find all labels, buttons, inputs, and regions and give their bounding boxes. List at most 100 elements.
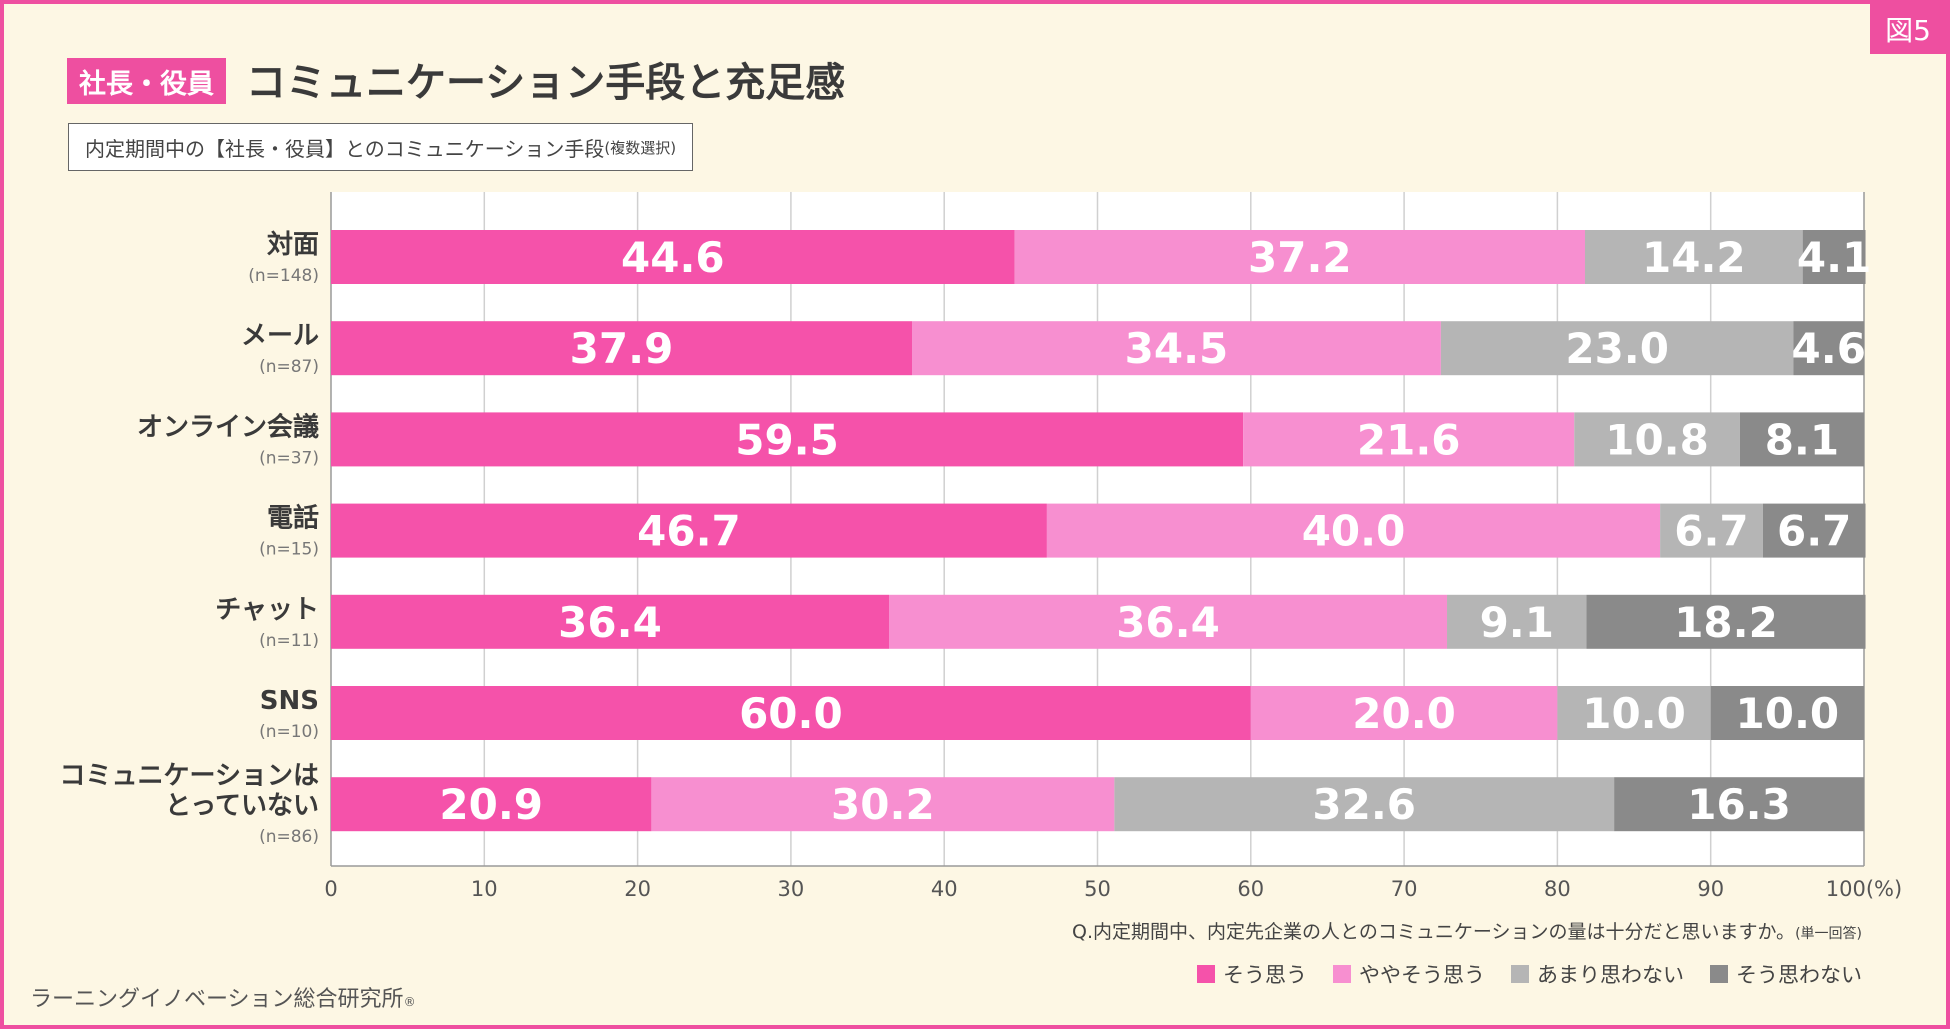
data-label: 37.9 bbox=[570, 324, 674, 373]
data-label: 30.2 bbox=[831, 780, 935, 829]
data-label: 59.5 bbox=[735, 415, 839, 464]
chart-title: コミュニケーション手段と充足感 bbox=[246, 60, 846, 106]
bar-segment bbox=[331, 686, 1251, 740]
bar-segment bbox=[1046, 503, 1661, 558]
data-label: 18.2 bbox=[1674, 598, 1778, 647]
chart-legend: そう思う ややそう思う あまり思わない そう思わない bbox=[1197, 959, 1862, 989]
subtitle-note: (複数選択) bbox=[604, 138, 677, 157]
data-label: 20.0 bbox=[1352, 689, 1456, 738]
chart-subtitle: 内定期間中の【社長・役員】とのコミュニケーション手段 (複数選択) bbox=[68, 123, 694, 171]
x-tick-label: 90 bbox=[1697, 877, 1724, 901]
x-tick-label: 70 bbox=[1391, 877, 1418, 901]
data-label: 9.1 bbox=[1480, 598, 1554, 647]
bar-segment bbox=[1762, 503, 1866, 558]
category-label: とっていない bbox=[165, 791, 319, 821]
data-label: 20.9 bbox=[439, 780, 543, 829]
bar-segment bbox=[1802, 230, 1866, 284]
sample-size-label: (n=10) bbox=[259, 722, 319, 742]
data-label: 21.6 bbox=[1357, 415, 1461, 464]
bar-segment bbox=[1739, 412, 1864, 467]
bar-segment bbox=[1250, 686, 1558, 740]
bar-segment bbox=[912, 321, 1441, 376]
x-tick-label: 80 bbox=[1544, 877, 1571, 901]
legend-item: あまり思わない bbox=[1511, 959, 1684, 989]
bar-segment bbox=[331, 594, 890, 649]
source-credit: ラーニングイノベーション総合研究所® bbox=[30, 981, 416, 1013]
x-tick-label: 0 bbox=[324, 877, 337, 901]
legend-label: そう思わない bbox=[1736, 963, 1862, 987]
data-label: 34.5 bbox=[1125, 324, 1229, 373]
data-label: 4.1 bbox=[1797, 233, 1871, 282]
bar-segment bbox=[1660, 503, 1763, 558]
legend-swatch-icon bbox=[1710, 965, 1728, 983]
data-label: 36.4 bbox=[558, 598, 662, 647]
bar-segment bbox=[1114, 777, 1615, 832]
category-label: メール bbox=[241, 321, 319, 351]
legend-item: ややそう思う bbox=[1333, 959, 1485, 989]
data-label: 8.1 bbox=[1765, 415, 1839, 464]
bar-segment bbox=[1584, 230, 1803, 284]
legend-swatch-icon bbox=[1197, 965, 1215, 983]
registered-mark: ® bbox=[403, 995, 416, 1009]
legend-label: そう思う bbox=[1223, 963, 1307, 987]
bar-segment bbox=[1014, 230, 1585, 284]
data-label: 23.0 bbox=[1565, 324, 1669, 373]
x-tick-label: 60 bbox=[1237, 877, 1264, 901]
bar-segment bbox=[331, 230, 1015, 284]
sample-size-label: (n=15) bbox=[259, 540, 319, 560]
bar-segment bbox=[1586, 594, 1866, 649]
data-label: 36.4 bbox=[1116, 598, 1220, 647]
legend-swatch-icon bbox=[1333, 965, 1351, 983]
bar-segment bbox=[331, 503, 1047, 558]
survey-question: Q.内定期間中、内定先企業の人とのコミュニケーションの量は十分だと思いますか。(… bbox=[1072, 917, 1862, 944]
legend-item: そう思わない bbox=[1710, 959, 1862, 989]
data-label: 16.3 bbox=[1687, 780, 1791, 829]
bar-segment bbox=[1243, 412, 1575, 467]
bar-segment bbox=[1557, 686, 1711, 740]
question-text: Q.内定期間中、内定先企業の人とのコミュニケーションの量は十分だと思いますか。 bbox=[1072, 921, 1796, 943]
data-label: 60.0 bbox=[739, 689, 843, 738]
x-tick-label: 10 bbox=[471, 877, 498, 901]
data-label: 10.0 bbox=[1582, 689, 1686, 738]
source-text: ラーニングイノベーション総合研究所 bbox=[30, 987, 404, 1012]
bar-segment bbox=[1447, 594, 1587, 649]
data-label: 10.8 bbox=[1605, 415, 1709, 464]
bar-segment bbox=[889, 594, 1448, 649]
legend-swatch-icon bbox=[1511, 965, 1529, 983]
data-label: 6.7 bbox=[1777, 507, 1851, 556]
figure-number-badge: 図5 bbox=[1870, 4, 1946, 54]
data-label: 46.7 bbox=[637, 507, 741, 556]
category-label: チャット bbox=[215, 595, 319, 625]
bar-segment bbox=[1440, 321, 1794, 376]
x-tick-label: 20 bbox=[624, 877, 651, 901]
category-label: 電話 bbox=[267, 503, 319, 534]
x-tick-label: 50 bbox=[1084, 877, 1111, 901]
sample-size-label: (n=87) bbox=[259, 357, 319, 377]
sample-size-label: (n=11) bbox=[259, 631, 319, 651]
data-label: 40.0 bbox=[1302, 507, 1406, 556]
category-label: オンライン会議 bbox=[137, 411, 319, 442]
category-tag: 社長・役員 bbox=[67, 58, 226, 104]
bar-segment bbox=[1793, 321, 1864, 376]
data-label: 32.6 bbox=[1312, 780, 1416, 829]
data-label: 37.2 bbox=[1248, 233, 1352, 282]
data-label: 44.6 bbox=[621, 233, 725, 282]
data-label: 6.7 bbox=[1674, 507, 1748, 556]
sample-size-label: (n=148) bbox=[248, 266, 319, 286]
x-tick-label: 30 bbox=[778, 877, 805, 901]
x-tick-label: 40 bbox=[931, 877, 958, 901]
bar-segment bbox=[651, 777, 1115, 832]
sample-size-label: (n=86) bbox=[259, 827, 319, 847]
bar-segment bbox=[1574, 412, 1740, 467]
subtitle-text: 内定期間中の【社長・役員】とのコミュニケーション手段 bbox=[85, 136, 605, 161]
data-label: 4.6 bbox=[1792, 324, 1866, 373]
bar-segment bbox=[331, 412, 1244, 467]
legend-item: そう思う bbox=[1197, 959, 1307, 989]
category-label: 対面 bbox=[267, 230, 319, 260]
category-label: SNS bbox=[260, 686, 319, 716]
data-label: 10.0 bbox=[1736, 689, 1840, 738]
bar-segment bbox=[1710, 686, 1864, 740]
bar-segment bbox=[1614, 777, 1864, 832]
question-note: (単一回答) bbox=[1795, 926, 1862, 942]
